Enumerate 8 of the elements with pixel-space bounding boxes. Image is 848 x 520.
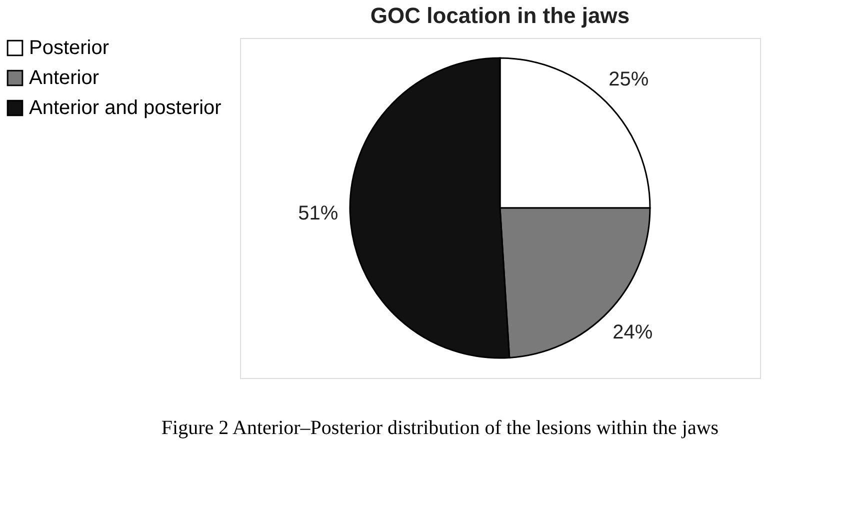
chart-title: GOC location in the jaws [370, 3, 630, 28]
data-label: 25% [608, 68, 649, 90]
data-label: 51% [298, 202, 338, 225]
caption: Figure 2 Anterior–Posterior distribution of the lesions within the jaws [161, 417, 719, 439]
data-label: 24% [612, 322, 653, 344]
legend-label: Posterior [29, 37, 110, 59]
legend-label: Anterior and posterior [29, 97, 222, 119]
legend-label: Anterior [29, 67, 100, 89]
